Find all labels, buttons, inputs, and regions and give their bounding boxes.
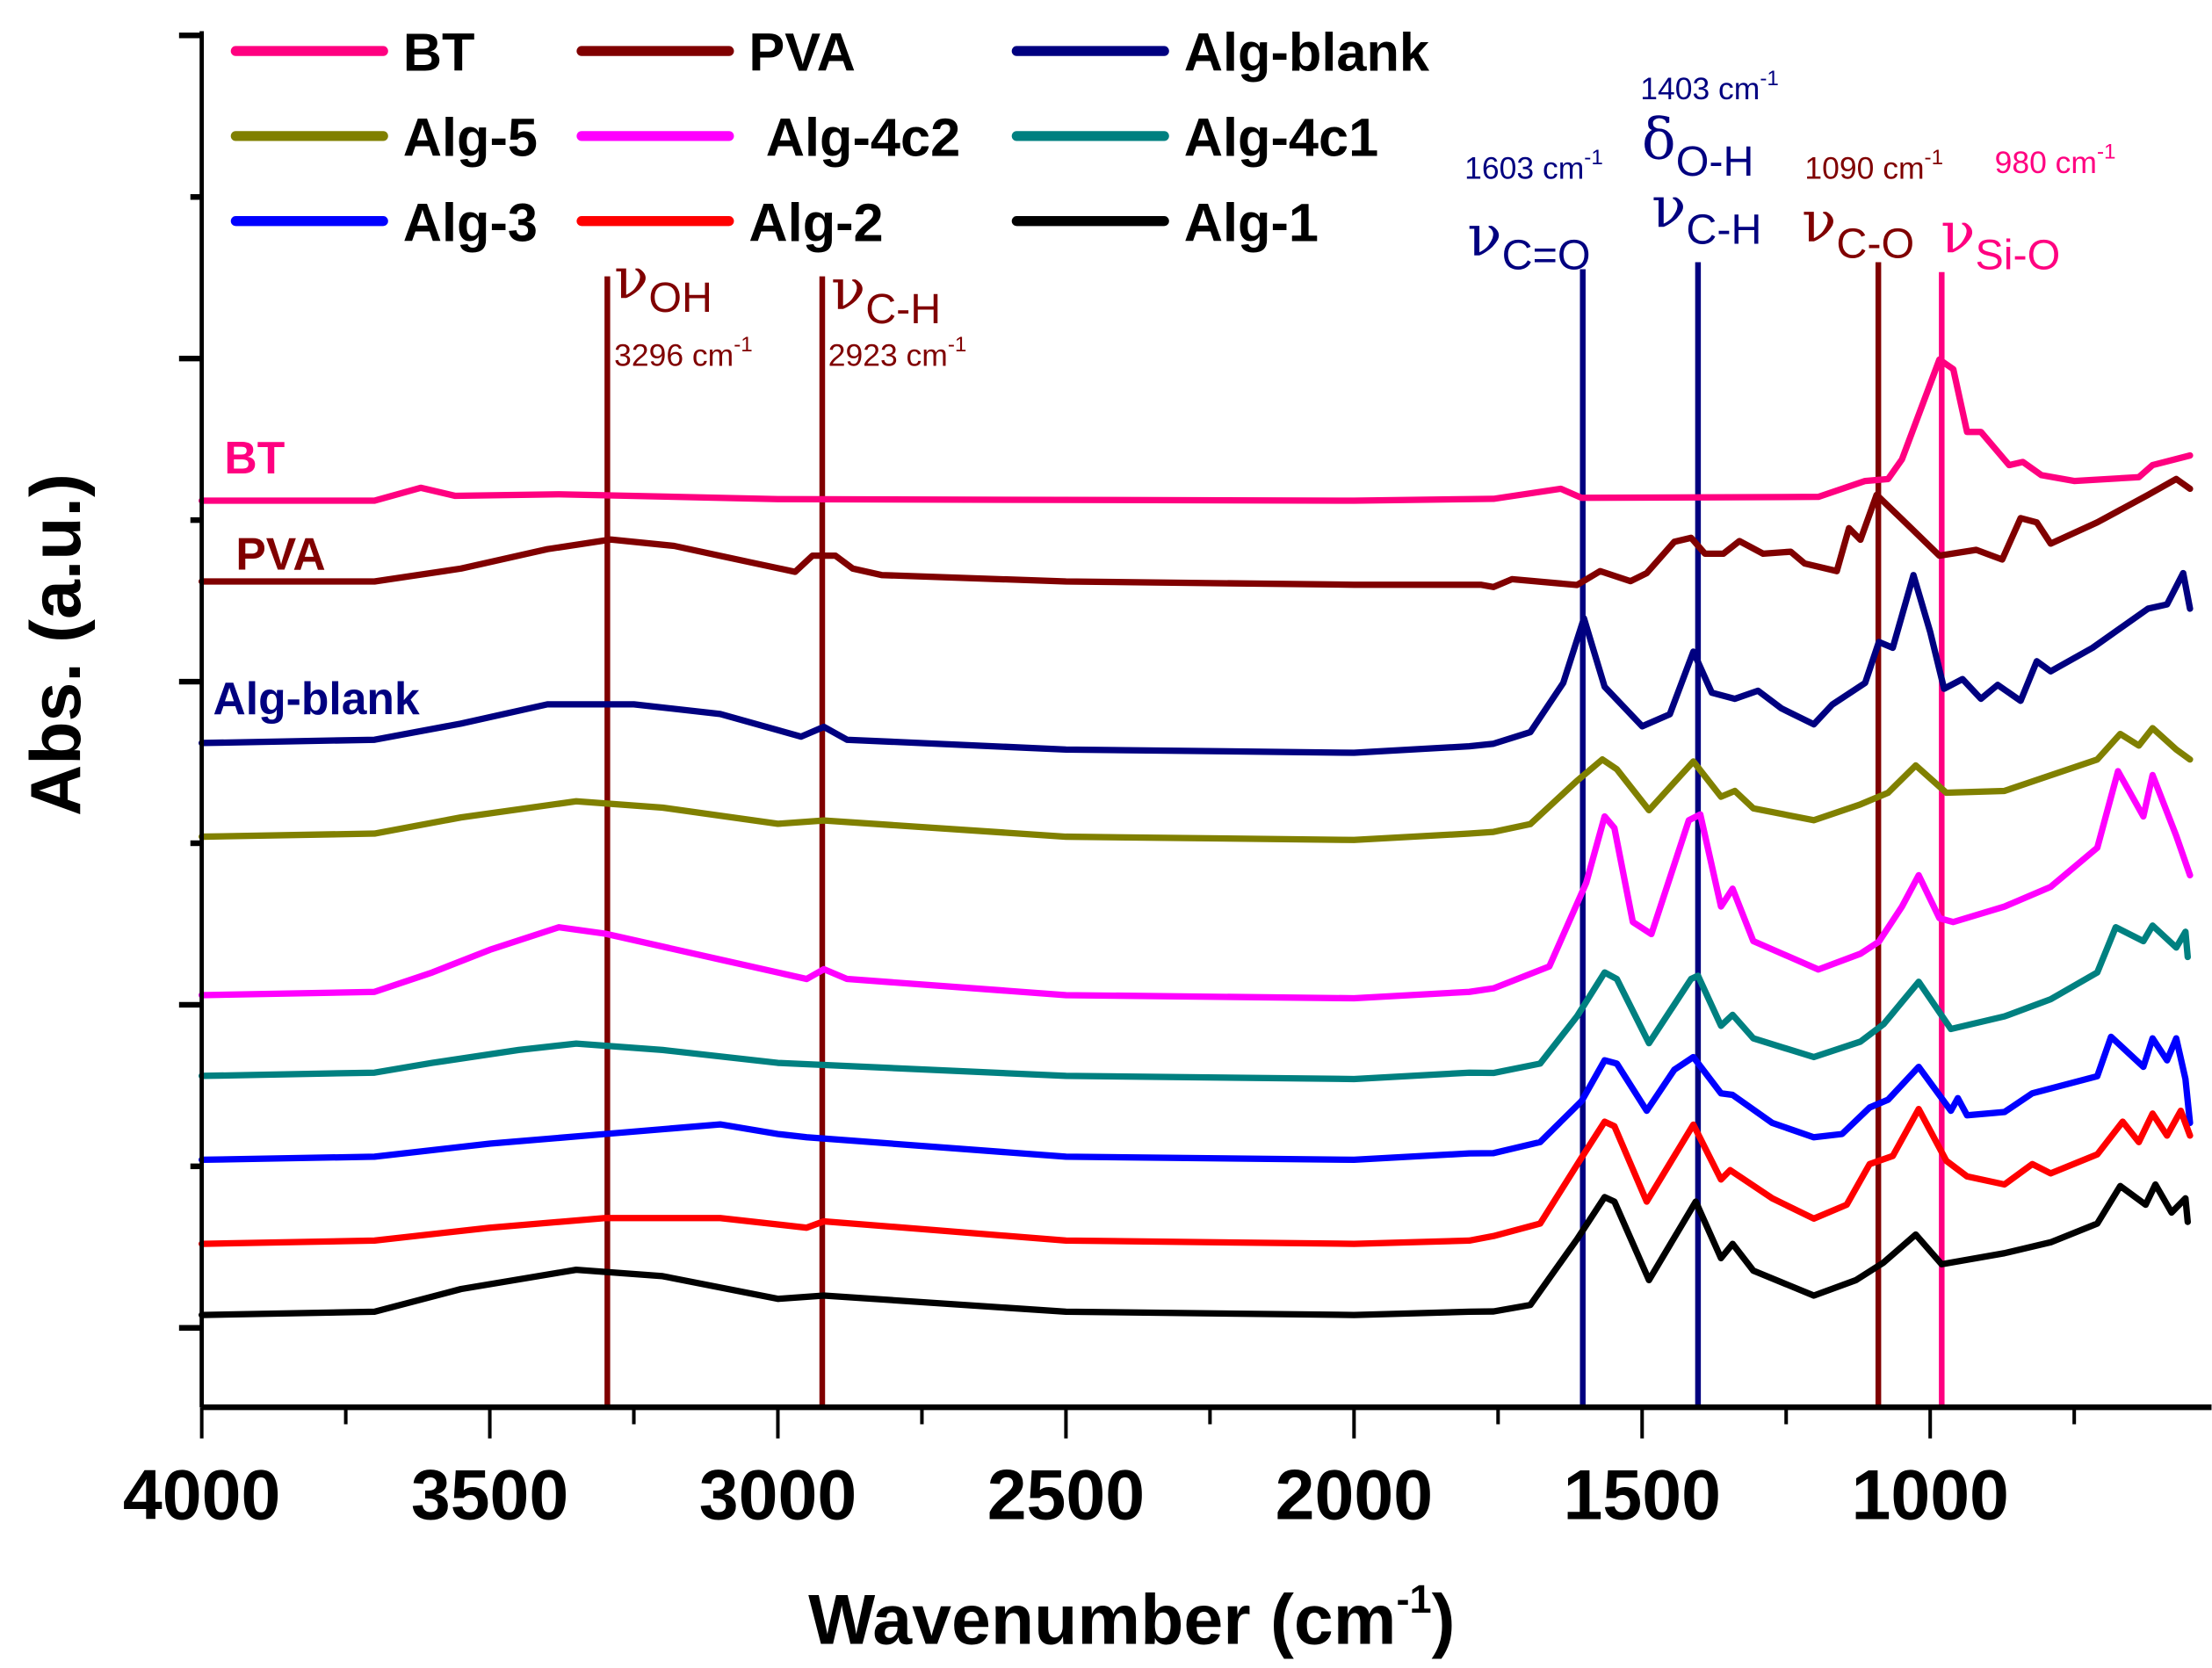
x-tick-label: 3000 xyxy=(699,1456,857,1535)
svg-text:3296 cm-1: 3296 cm-1 xyxy=(614,333,753,372)
series-alg-3 xyxy=(199,1033,2194,1164)
annotation-sio-980: 980 cm-1 νSi-O xyxy=(1941,141,2115,279)
legend: BT PVA Alg-blank Alg-5 Alg-4c2 Alg-4c1 A… xyxy=(230,22,1430,252)
svg-text:1090 cm-1: 1090 cm-1 xyxy=(1804,146,1943,185)
svg-text:BT: BT xyxy=(403,22,475,83)
x-tick-label: 2000 xyxy=(1276,1456,1433,1535)
legend-item-alg-4c1: Alg-4c1 xyxy=(1011,106,1378,167)
legend-item-alg-4c2: Alg-4c2 xyxy=(576,106,960,167)
annotation-co-1603: 1603 cm-1 νC=O xyxy=(1464,146,1603,278)
svg-text:Alg-blank: Alg-blank xyxy=(1184,22,1430,83)
curve-label-pva: PVA xyxy=(235,529,325,580)
series-alg-4c2 xyxy=(199,768,2194,1002)
legend-item-alg-1: Alg-1 xyxy=(1011,191,1319,252)
x-tick-label: 4000 xyxy=(123,1456,280,1535)
annotation-lines xyxy=(604,262,1945,1408)
svg-text:2923 cm-1: 2923 cm-1 xyxy=(828,333,967,372)
y-axis-title: Abs. (a.u.) xyxy=(17,473,96,816)
legend-item-alg-3: Alg-3 xyxy=(230,191,538,252)
svg-text:Alg-1: Alg-1 xyxy=(1184,191,1319,252)
svg-text:νC-H: νC-H xyxy=(831,257,941,333)
x-tick-label: 1500 xyxy=(1564,1456,1721,1535)
x-tick-labels: 4000 3500 3000 2500 2000 1500 1000 xyxy=(123,1456,2009,1535)
legend-item-alg-2: Alg-2 xyxy=(576,191,884,252)
series-bt xyxy=(199,356,2194,504)
svg-text:Alg-4c2: Alg-4c2 xyxy=(766,106,960,167)
annotation-co-1090: 1090 cm-1 νC-O xyxy=(1802,146,1943,267)
annotation-ch-2923: νC-H 2923 cm-1 xyxy=(828,257,967,373)
spectra xyxy=(199,356,2194,1318)
x-axis-title: Wavenumber (cm-1) xyxy=(808,1577,1455,1659)
svg-text:1603 cm-1: 1603 cm-1 xyxy=(1464,146,1603,185)
svg-text:νC-O: νC-O xyxy=(1802,189,1914,267)
svg-text:Alg-4c1: Alg-4c1 xyxy=(1184,106,1378,167)
svg-text:νC=O: νC=O xyxy=(1467,203,1590,278)
svg-text:νC-H: νC-H xyxy=(1652,175,1761,253)
svg-text:980 cm-1: 980 cm-1 xyxy=(1995,141,2116,180)
x-tick-label: 1000 xyxy=(1851,1456,2008,1535)
curve-label-alg-blank: Alg-blank xyxy=(213,673,420,724)
series-alg-2 xyxy=(199,1106,2194,1247)
legend-item-bt: BT xyxy=(230,22,475,83)
legend-item-alg-blank: Alg-blank xyxy=(1011,22,1430,83)
svg-text:Alg-3: Alg-3 xyxy=(403,191,538,252)
legend-item-pva: PVA xyxy=(576,22,856,83)
legend-item-alg-5: Alg-5 xyxy=(230,106,538,167)
svg-text:Alg-2: Alg-2 xyxy=(748,191,883,252)
svg-text:νSi-O: νSi-O xyxy=(1941,200,2060,278)
annotation-oh-ch-1403: 1403 cm-1 δO-H νC-H xyxy=(1640,67,1779,254)
svg-text:1403 cm-1: 1403 cm-1 xyxy=(1640,67,1779,106)
series-alg-blank xyxy=(199,569,2194,756)
svg-text:νOH: νOH xyxy=(614,246,712,321)
series-alg-4c1 xyxy=(199,922,2191,1083)
x-tick-label: 2500 xyxy=(987,1456,1145,1535)
x-tick-label: 3500 xyxy=(411,1456,568,1535)
series-alg-5 xyxy=(199,725,2194,843)
series-alg-1 xyxy=(199,1181,2191,1318)
svg-text:Alg-5: Alg-5 xyxy=(403,106,538,167)
annotation-oh: νOH 3296 cm-1 xyxy=(614,246,753,372)
series-pva xyxy=(199,475,2194,590)
svg-text:PVA: PVA xyxy=(748,22,855,83)
svg-text:δO-H: δO-H xyxy=(1642,107,1754,185)
curve-label-bt: BT xyxy=(224,432,285,483)
